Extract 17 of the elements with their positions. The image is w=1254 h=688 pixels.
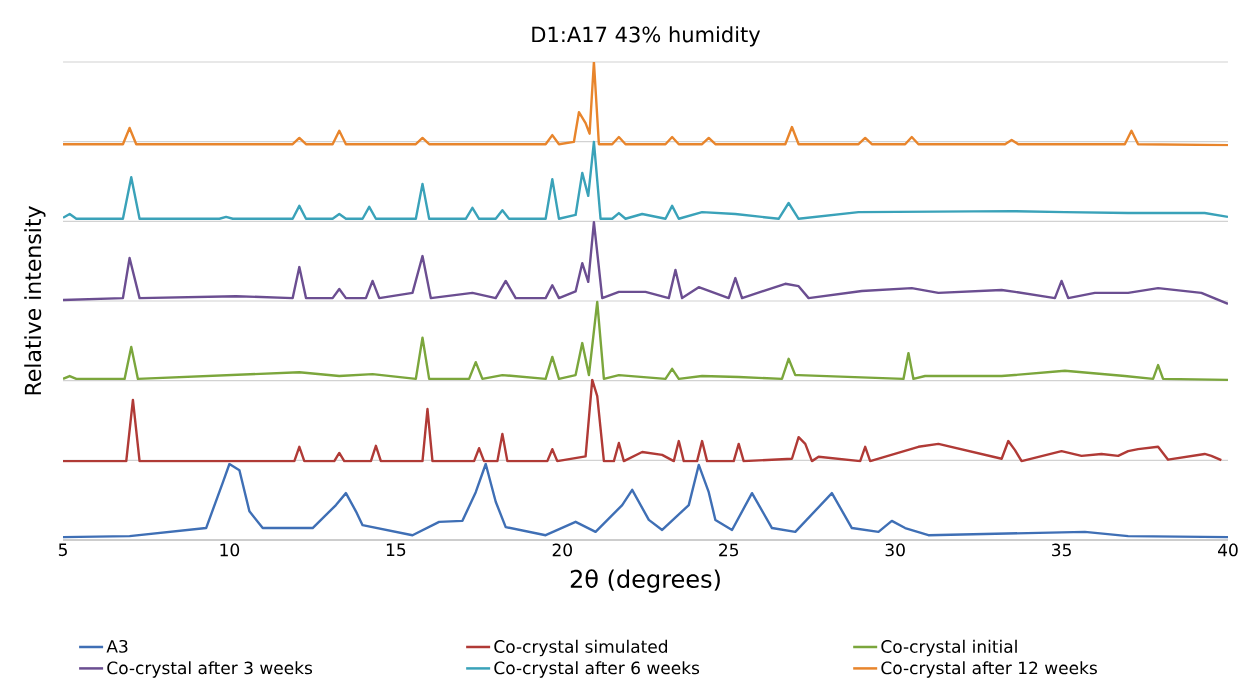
legend-label: A3 [106, 639, 128, 653]
legend-label: Co-crystal simulated [494, 639, 668, 657]
x-tick-label: 35 [1052, 543, 1071, 557]
x-tick-label: 30 [885, 543, 905, 557]
legend-label: Co-crystal initial [881, 639, 1017, 657]
x-axis-title: 2θ (degrees) [570, 569, 720, 593]
legend-label: Co-crystal after 12 weeks [881, 661, 1097, 678]
y-axis-title: Relative intensity [24, 206, 46, 395]
x-tick-label: 5 [58, 543, 67, 557]
x-tick-label: 40 [1218, 543, 1238, 557]
x-tick-label: 20 [552, 543, 572, 557]
x-tick-label: 25 [719, 543, 739, 557]
legend-label: Co-crystal after 3 weeks [107, 661, 313, 678]
x-tick-label: 15 [386, 543, 406, 557]
x-tick-label: 10 [220, 543, 240, 557]
legend-label: Co-crystal after 6 weeks [494, 661, 700, 678]
chart-title: D1:A17 43% humidity [532, 26, 761, 47]
